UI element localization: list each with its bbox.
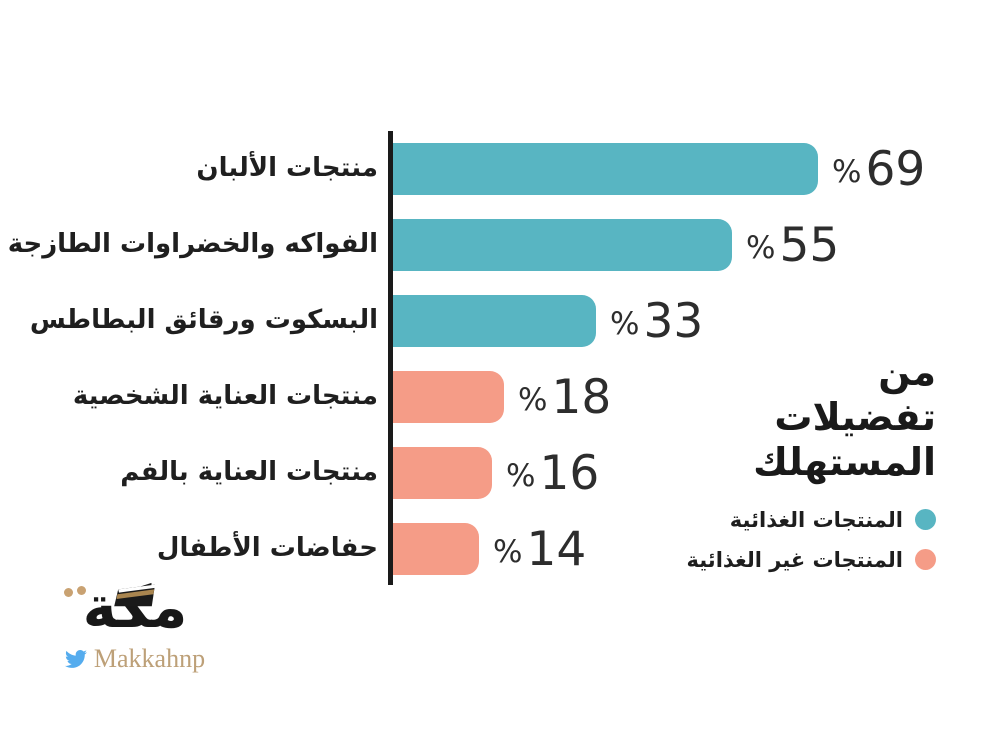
bar-track: %16	[393, 447, 599, 499]
chart-title: من تفضيلات المستهلك	[753, 350, 936, 485]
legend-dot-food	[915, 509, 936, 530]
chart-row: منتجات العناية الشخصية %18	[0, 371, 1000, 423]
logo-gold-dot	[64, 588, 73, 597]
bar-track: %33	[393, 295, 703, 347]
bar-food	[393, 295, 596, 347]
twitter-handle-text: Makkahnp	[93, 644, 206, 673]
chart-row: منتجات العناية بالفم %16	[0, 447, 1000, 499]
bar-nonfood	[393, 447, 492, 499]
bar-track: %14	[393, 523, 586, 575]
category-label: الفواكه والخضراوات الطازجة	[7, 229, 378, 260]
value-label: %55	[746, 217, 840, 273]
value-label: %69	[832, 141, 926, 197]
twitter-bird-icon	[64, 648, 87, 670]
chart-row: منتجات الألبان %69	[0, 143, 1000, 195]
legend-label: المنتجات الغذائية	[729, 507, 903, 532]
kaaba-icon	[111, 582, 159, 612]
bar-track: %18	[393, 371, 611, 423]
makkah-logo: مكة Makkahnp	[50, 566, 220, 674]
bar-chart: منتجات الألبان %69 الفواكه والخضراوات الطا…	[0, 143, 1000, 599]
percent-sign: %	[610, 305, 640, 342]
bar-food	[393, 143, 818, 195]
bar-nonfood	[393, 523, 479, 575]
bar-track: %69	[393, 143, 925, 195]
y-axis-line	[388, 131, 393, 585]
category-label: البسكوت ورقائق البطاطس	[29, 305, 378, 336]
value-label: %14	[493, 521, 587, 577]
legend-item-nonfood: المنتجات غير الغذائية	[686, 546, 936, 573]
category-label: منتجات العناية الشخصية	[72, 381, 378, 412]
legend-dot-nonfood	[915, 549, 936, 570]
twitter-handle-row: Makkahnp	[50, 644, 220, 674]
value-label: %16	[506, 445, 600, 501]
chart-title-line: المستهلك	[753, 440, 936, 484]
logo-gold-dot	[77, 586, 86, 595]
percent-sign: %	[493, 533, 523, 570]
bar-food	[393, 219, 732, 271]
chart-row: حفاضات الأطفال %14	[0, 523, 1000, 575]
makkah-logo-mark: مكة	[50, 566, 220, 648]
percent-sign: %	[832, 153, 862, 190]
chart-title-line: تفضيلات	[774, 395, 936, 439]
bar-track: %55	[393, 219, 839, 271]
bar-nonfood	[393, 371, 504, 423]
value-label: %18	[518, 369, 612, 425]
legend-label: المنتجات غير الغذائية	[686, 547, 904, 572]
percent-sign: %	[746, 229, 776, 266]
legend: المنتجات الغذائية المنتجات غير الغذائية	[686, 506, 936, 586]
percent-sign: %	[506, 457, 536, 494]
twitter-bird-path	[64, 650, 87, 668]
value-label: %33	[610, 293, 704, 349]
legend-item-food: المنتجات الغذائية	[687, 506, 936, 533]
category-label: منتجات العناية بالفم	[120, 457, 378, 488]
makkah-arabic-wordmark: مكة	[82, 573, 188, 641]
chart-row: البسكوت ورقائق البطاطس %33	[0, 295, 1000, 347]
percent-sign: %	[518, 381, 548, 418]
category-label: منتجات الألبان	[196, 153, 378, 184]
category-label: حفاضات الأطفال	[156, 533, 378, 564]
chart-row: الفواكه والخضراوات الطازجة %55	[0, 219, 1000, 271]
chart-title-line: من	[878, 350, 936, 394]
